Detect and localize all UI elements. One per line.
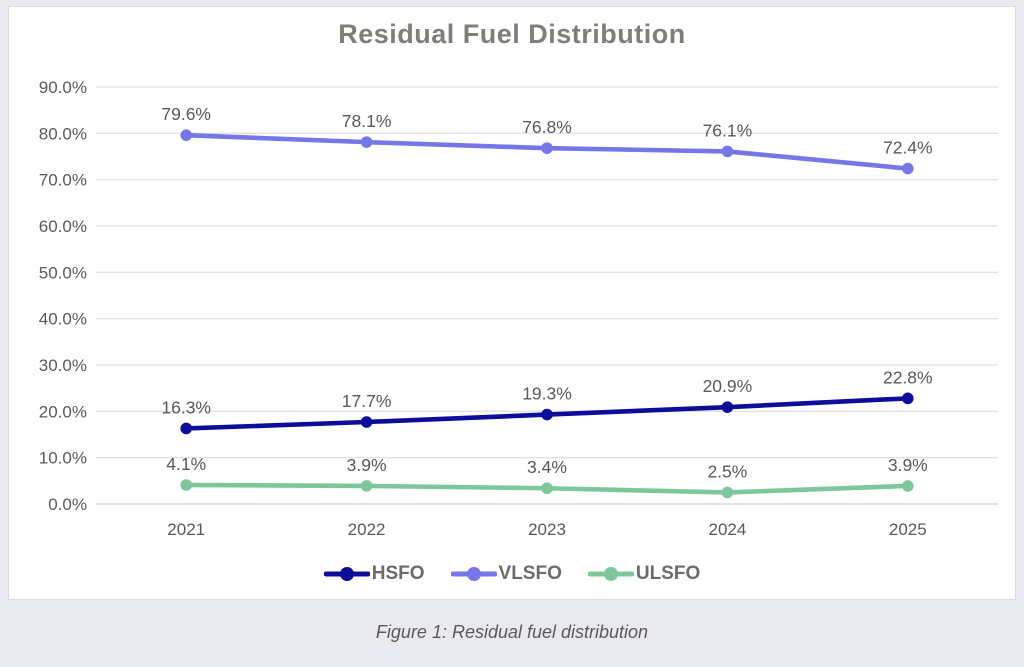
svg-text:76.1%: 76.1% xyxy=(703,120,753,140)
svg-text:78.1%: 78.1% xyxy=(342,111,392,131)
svg-text:70.0%: 70.0% xyxy=(39,171,87,190)
svg-text:10.0%: 10.0% xyxy=(39,449,87,468)
svg-text:4.1%: 4.1% xyxy=(166,454,206,474)
svg-text:20.9%: 20.9% xyxy=(703,376,753,396)
svg-text:17.7%: 17.7% xyxy=(342,391,392,411)
svg-text:3.9%: 3.9% xyxy=(888,455,928,475)
chart-legend: HSFO VLSFO ULSFO xyxy=(9,558,1015,590)
vlsfo-line-marker-icon xyxy=(450,567,497,581)
series-vlsfo: 79.6% 78.1% 76.8% 76.1% 72.4% xyxy=(161,104,933,175)
figure-caption: Figure 1: Residual fuel distribution xyxy=(375,622,649,642)
svg-text:2021: 2021 xyxy=(167,520,205,539)
gridlines xyxy=(96,86,998,505)
svg-text:20.0%: 20.0% xyxy=(39,402,87,421)
svg-text:0.0%: 0.0% xyxy=(48,495,87,514)
legend-item-vlsfo: VLSFO xyxy=(450,563,562,585)
legend-label-hsfo: HSFO xyxy=(371,563,425,584)
svg-text:79.6%: 79.6% xyxy=(161,104,211,124)
svg-text:80.0%: 80.0% xyxy=(39,124,87,143)
svg-text:22.8%: 22.8% xyxy=(883,367,933,387)
x-axis-tick-labels: 2021 2022 2023 2024 2025 xyxy=(167,520,926,539)
line-chart: 0.0% 10.0% 20.0% 30.0% 40.0% 50.0% 60.0% 70.0% 8… xyxy=(39,78,998,539)
svg-text:3.9%: 3.9% xyxy=(347,455,387,475)
svg-text:3.4%: 3.4% xyxy=(527,457,567,477)
svg-text:40.0%: 40.0% xyxy=(39,310,87,329)
svg-text:19.3%: 19.3% xyxy=(522,384,572,404)
svg-text:60.0%: 60.0% xyxy=(39,217,87,236)
legend-label-ulsfo: ULSFO xyxy=(635,563,701,584)
legend-item-hsfo: HSFO xyxy=(323,563,425,585)
svg-text:2.5%: 2.5% xyxy=(707,461,747,481)
svg-text:2025: 2025 xyxy=(889,520,927,539)
series-hsfo: 16.3% 17.7% 19.3% 20.9% 22.8% xyxy=(161,367,933,435)
y-axis-tick-labels: 0.0% 10.0% 20.0% 30.0% 40.0% 50.0% 60.0% 70.0% 8… xyxy=(39,78,87,514)
svg-text:16.3%: 16.3% xyxy=(161,397,211,417)
svg-text:30.0%: 30.0% xyxy=(39,356,87,375)
ulsfo-line-marker-icon xyxy=(587,567,634,581)
svg-text:50.0%: 50.0% xyxy=(39,263,87,282)
chart-title: Residual Fuel Distribution xyxy=(338,19,686,49)
svg-text:72.4%: 72.4% xyxy=(883,138,933,158)
chart-panel: 0.0% 10.0% 20.0% 30.0% 40.0% 50.0% 60.0% 70.0% 8… xyxy=(8,6,1016,600)
svg-text:2022: 2022 xyxy=(348,520,386,539)
svg-text:2023: 2023 xyxy=(528,520,566,539)
svg-text:2024: 2024 xyxy=(708,520,746,539)
svg-text:76.8%: 76.8% xyxy=(522,117,572,137)
hsfo-line-marker-icon xyxy=(323,567,370,581)
legend-item-ulsfo: ULSFO xyxy=(587,563,701,585)
series-ulsfo: 4.1% 3.9% 3.4% 2.5% 3.9% xyxy=(166,454,928,499)
svg-text:90.0%: 90.0% xyxy=(39,78,87,97)
legend-label-vlsfo: VLSFO xyxy=(498,563,562,584)
